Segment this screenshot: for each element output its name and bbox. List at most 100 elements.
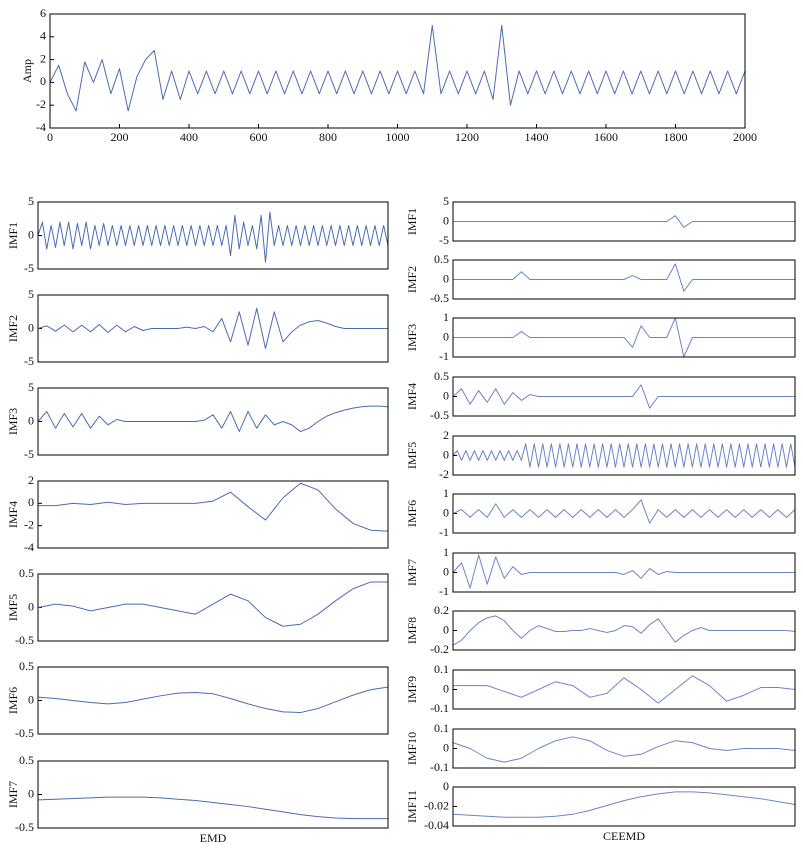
signal-line xyxy=(37,581,388,627)
y-axis-label: IMF3 xyxy=(6,408,20,435)
plot-frame xyxy=(37,760,389,829)
plot-frame xyxy=(452,201,796,242)
y-axis-label: IMF6 xyxy=(6,687,20,714)
signal-line xyxy=(452,384,795,409)
y-tick-label: -1 xyxy=(439,584,449,598)
y-tick-label: 0 xyxy=(443,564,449,578)
y-axis-label: IMF5 xyxy=(6,594,20,621)
y-tick-label: -0.2 xyxy=(430,642,449,656)
y-tick-label: -0.5 xyxy=(15,726,34,740)
plot-frame xyxy=(452,317,796,358)
y-axis-label: IMF8 xyxy=(405,617,419,644)
y-tick-label: -5 xyxy=(24,354,34,368)
y-tick-label: 0.5 xyxy=(19,566,34,580)
y-tick-label: 0.1 xyxy=(434,721,449,735)
x-tick-label: 1800 xyxy=(664,130,688,144)
signal-line xyxy=(49,24,746,112)
x-tick-label: 1400 xyxy=(525,130,549,144)
signal-line xyxy=(37,796,388,820)
y-tick-label: -0.5 xyxy=(430,291,449,305)
y-tick-label: -0.1 xyxy=(430,760,449,774)
y-axis-label: IMF1 xyxy=(6,222,20,249)
y-tick-label: -1 xyxy=(439,349,449,363)
y-tick-label: -5 xyxy=(24,261,34,275)
signal-line xyxy=(37,686,389,714)
y-tick-label: 0 xyxy=(28,320,34,334)
signal-line xyxy=(37,405,389,433)
y-tick-label: 0 xyxy=(443,740,449,754)
plot-frame xyxy=(452,493,796,534)
y-axis-label: Amp xyxy=(20,59,34,83)
y-tick-label: 0 xyxy=(443,505,449,519)
y-tick-label: 0 xyxy=(28,413,34,427)
y-axis-label: IMF4 xyxy=(405,383,419,410)
y-tick-label: 5 xyxy=(28,287,34,301)
y-tick-label: -5 xyxy=(24,447,34,461)
y-tick-label: -5 xyxy=(439,233,449,247)
y-tick-label: 4 xyxy=(40,29,46,43)
y-tick-label: -0.1 xyxy=(430,701,449,715)
y-tick-label: 0 xyxy=(443,388,449,402)
signal-line xyxy=(452,443,796,468)
y-axis-label: IMF4 xyxy=(6,501,20,528)
y-tick-label: 0 xyxy=(443,622,449,636)
plot-frame xyxy=(452,435,796,476)
y-tick-label: 0 xyxy=(443,447,449,461)
y-axis-label: IMF5 xyxy=(405,442,419,469)
y-axis-label: IMF11 xyxy=(405,790,419,823)
y-tick-label: 0.5 xyxy=(19,659,34,673)
signal-line xyxy=(452,499,796,524)
x-tick-label: 400 xyxy=(180,130,198,144)
x-axis-label: EMD xyxy=(200,831,227,845)
y-tick-label: 2 xyxy=(40,51,46,65)
y-axis-label: IMF2 xyxy=(405,266,419,293)
signal-line xyxy=(37,307,388,350)
y-tick-label: 0 xyxy=(443,681,449,695)
plot-frame xyxy=(452,376,796,417)
plot-frame xyxy=(37,573,389,642)
y-tick-label: -2 xyxy=(36,97,46,111)
signal-line xyxy=(37,211,389,263)
y-tick-label: 0 xyxy=(40,74,46,88)
y-tick-label: 0.5 xyxy=(434,369,449,383)
signal-line xyxy=(453,317,795,358)
y-tick-label: -0.5 xyxy=(15,820,34,834)
y-axis-label: IMF1 xyxy=(405,208,419,235)
y-tick-label: 0 xyxy=(28,692,34,706)
signal-line xyxy=(452,736,796,763)
signal-line xyxy=(453,215,795,228)
plot-frame xyxy=(452,786,796,827)
y-tick-label: 5 xyxy=(28,194,34,208)
x-tick-label: 1600 xyxy=(594,130,618,144)
plot-frame xyxy=(452,728,796,769)
y-tick-label: -0.02 xyxy=(424,798,449,812)
y-tick-label: 0.1 xyxy=(434,662,449,676)
y-axis-label: IMF7 xyxy=(405,559,419,586)
y-tick-label: 2 xyxy=(443,428,449,442)
y-tick-label: 0 xyxy=(28,599,34,613)
y-tick-label: -4 xyxy=(24,540,34,554)
plot-frame xyxy=(452,669,796,710)
x-tick-label: 1000 xyxy=(386,130,410,144)
y-tick-label: -0.5 xyxy=(430,408,449,422)
y-tick-label: -4 xyxy=(36,120,46,134)
y-axis-label: IMF7 xyxy=(6,781,20,808)
x-tick-label: 800 xyxy=(319,130,337,144)
y-tick-label: 1 xyxy=(443,545,449,559)
signal-line xyxy=(38,482,389,532)
plot-frame xyxy=(37,480,389,549)
x-tick-label: 200 xyxy=(111,130,129,144)
plot-frame xyxy=(37,201,389,270)
y-tick-label: 0.5 xyxy=(19,753,34,767)
signal-line xyxy=(452,791,796,818)
x-tick-label: 2000 xyxy=(733,130,757,144)
y-axis-label: IMF6 xyxy=(405,500,419,527)
y-tick-label: 0 xyxy=(443,779,449,793)
plot-frame xyxy=(452,610,796,651)
y-tick-label: 0 xyxy=(28,495,34,509)
y-tick-label: 5 xyxy=(443,194,449,208)
y-tick-label: 0 xyxy=(443,213,449,227)
y-axis-label: IMF2 xyxy=(6,315,20,342)
signal-line xyxy=(453,263,795,292)
